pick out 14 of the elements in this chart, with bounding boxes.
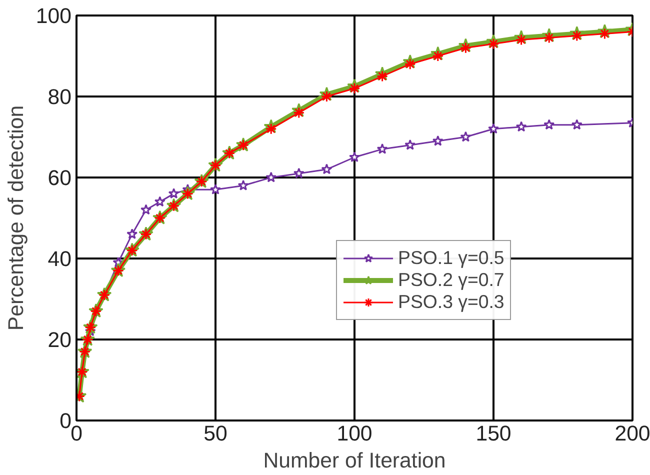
y-tick-label: 60 — [48, 166, 72, 190]
x-tick-label: 200 — [614, 422, 650, 446]
legend-label: PSO.1 γ=0.5 — [398, 247, 504, 269]
y-tick-label: 40 — [48, 247, 72, 271]
y-tick-label: 20 — [48, 328, 72, 352]
legend-label: PSO.2 γ=0.7 — [398, 269, 504, 291]
y-axis-title: Percentage of detection — [4, 105, 28, 331]
x-tick-label: 150 — [476, 422, 512, 446]
legend-label: PSO.3 γ=0.3 — [398, 291, 504, 313]
x-axis-title: Number of Iteration — [263, 448, 446, 472]
x-tick-label: 50 — [204, 422, 228, 446]
x-tick-label: 100 — [336, 422, 372, 446]
y-tick-label: 100 — [36, 4, 72, 28]
y-tick-label: 80 — [48, 85, 72, 109]
